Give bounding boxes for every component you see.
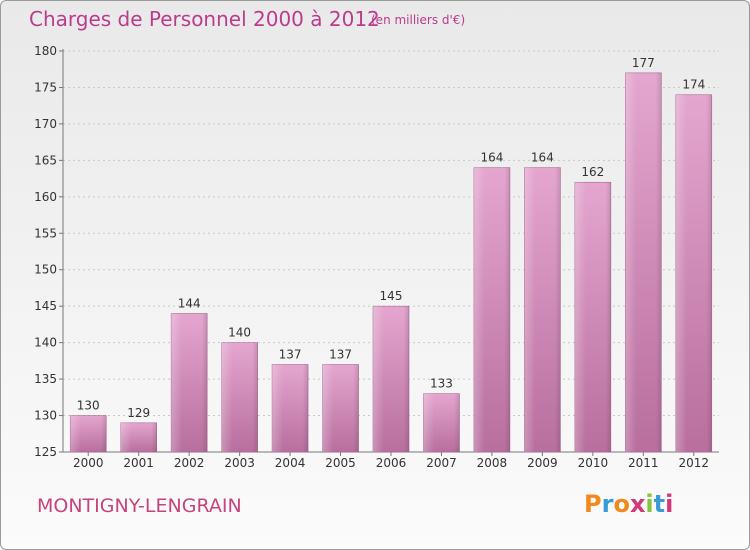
y-tick-label: 125 [34, 445, 57, 459]
y-tick-label: 170 [34, 117, 57, 131]
data-label: 137 [279, 348, 302, 362]
x-tick-label: 2003 [224, 456, 255, 470]
data-label: 164 [480, 151, 503, 165]
data-label: 144 [178, 296, 201, 310]
bar-shade [272, 364, 309, 452]
y-tick-label: 165 [34, 153, 57, 167]
data-label: 129 [127, 406, 150, 420]
data-label: 174 [682, 78, 705, 92]
x-tick-label: 2004 [275, 456, 306, 470]
bar-shade [524, 167, 561, 452]
x-tick-label: 2007 [426, 456, 457, 470]
data-label: 133 [430, 377, 453, 391]
proxiti-logo: Proxiti [584, 490, 673, 518]
bar-shade [473, 167, 510, 452]
y-tick-label: 130 [34, 409, 57, 423]
bar-shade [322, 364, 359, 452]
bar-shade [373, 306, 409, 452]
bar-shade [70, 415, 107, 452]
brand-letter: i [665, 490, 674, 518]
x-tick-label: 2001 [123, 456, 154, 470]
x-tick-label: 2006 [376, 456, 407, 470]
y-tick-label: 145 [34, 299, 57, 313]
x-tick-label: 2011 [628, 456, 659, 470]
bar-shade [171, 313, 208, 452]
brand-letter: P [584, 490, 602, 518]
bar-shade [625, 72, 662, 452]
x-tick-label: 2010 [578, 456, 609, 470]
bar-shade [574, 182, 611, 452]
data-label: 162 [581, 165, 604, 179]
y-tick-label: 140 [34, 336, 57, 350]
x-tick-label: 2012 [678, 456, 709, 470]
x-tick-label: 2008 [477, 456, 508, 470]
chart-title: Charges de Personnel 2000 à 2012 [29, 7, 380, 31]
data-label: 130 [77, 399, 100, 413]
brand-letter: o [613, 490, 630, 518]
bars [69, 72, 713, 453]
chart-subtitle: (en milliers d'€) [371, 13, 466, 27]
x-tick-label: 2000 [73, 456, 104, 470]
bar-shade [120, 422, 157, 452]
bar-shade [675, 94, 712, 452]
brand-letter: i [645, 490, 654, 518]
brand-letter: t [653, 490, 666, 518]
data-label: 177 [632, 56, 655, 70]
y-tick-label: 155 [34, 226, 57, 240]
y-tick-label: 160 [34, 190, 57, 204]
bar-shade [221, 342, 258, 452]
y-tick-label: 135 [34, 372, 57, 386]
commune-name: MONTIGNY-LENGRAIN [37, 495, 242, 517]
data-label: 164 [531, 151, 554, 165]
x-tick-label: 2005 [325, 456, 356, 470]
labels: 125 130 135 140 145 150 155 160 165 170 175 180 130 2… [34, 44, 709, 470]
bar-shade [423, 393, 460, 452]
brand-letter: r [601, 490, 614, 518]
y-tick-label: 180 [34, 44, 57, 58]
data-label: 140 [228, 326, 251, 340]
x-tick-label: 2002 [174, 456, 205, 470]
x-tick-label: 2009 [527, 456, 558, 470]
data-label: 145 [380, 289, 403, 303]
brand-letter: x [629, 490, 646, 518]
y-tick-label: 150 [34, 263, 57, 277]
data-label: 137 [329, 348, 352, 362]
y-tick-label: 175 [34, 80, 57, 94]
